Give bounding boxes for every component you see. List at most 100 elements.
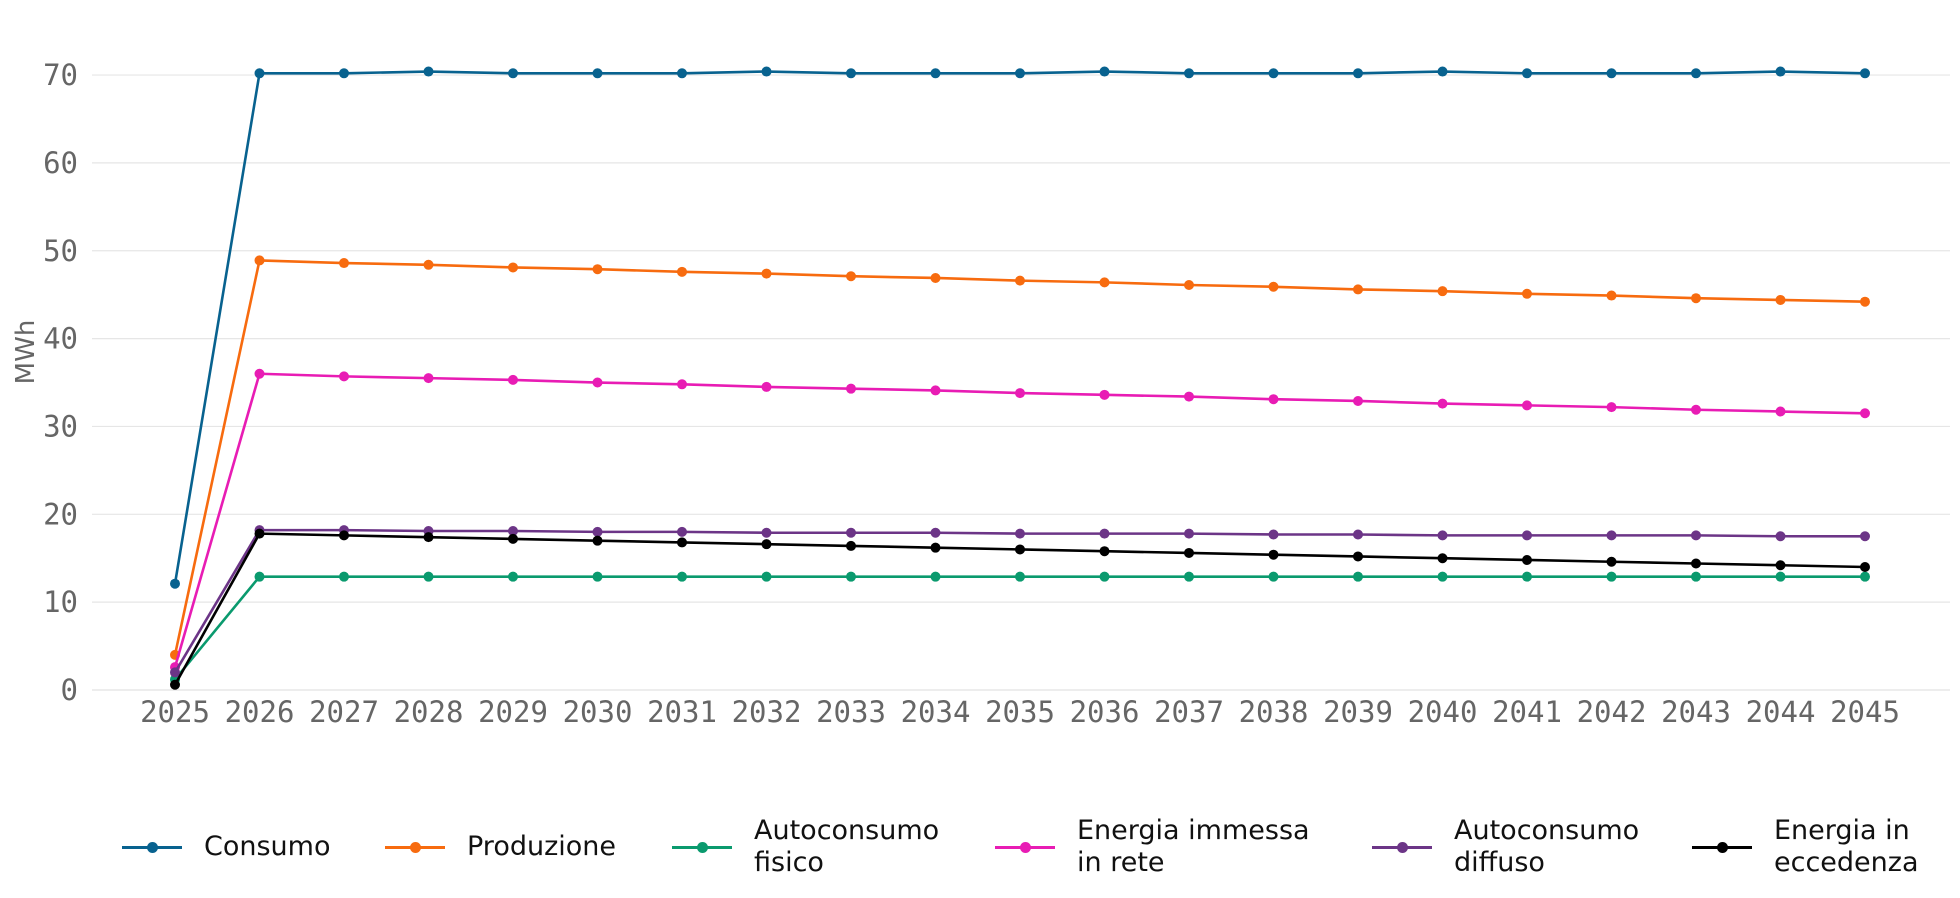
data-point <box>1353 68 1363 79</box>
legend-label: Consumo <box>204 831 331 862</box>
y-tick-label: 20 <box>43 497 78 531</box>
data-point <box>254 68 265 79</box>
legend-label: Autoconsumo fisico <box>754 815 940 878</box>
legend-swatch <box>385 837 445 857</box>
x-tick-label: 2041 <box>1492 695 1562 729</box>
x-tick-label: 2045 <box>1830 695 1900 729</box>
data-point <box>1268 549 1279 560</box>
x-tick-label: 2042 <box>1577 695 1647 729</box>
data-point <box>1522 288 1532 299</box>
data-point <box>1691 530 1701 541</box>
data-point <box>1860 531 1870 542</box>
y-tick-label: 10 <box>43 585 78 619</box>
data-point <box>761 66 772 77</box>
data-point <box>508 374 518 385</box>
data-point <box>1775 66 1786 77</box>
x-tick-label: 2031 <box>647 695 717 729</box>
data-point <box>1437 571 1448 582</box>
x-tick-label: 2043 <box>1661 695 1731 729</box>
data-point <box>1522 554 1532 565</box>
data-point <box>254 255 265 266</box>
data-point <box>1437 553 1448 564</box>
data-point <box>761 527 772 538</box>
data-point <box>846 68 856 79</box>
data-point <box>423 66 434 77</box>
data-point <box>1268 394 1279 405</box>
data-point <box>1860 408 1870 419</box>
data-point <box>930 527 941 538</box>
data-point <box>1775 406 1786 417</box>
data-point <box>170 667 180 678</box>
data-point <box>339 258 349 269</box>
x-tick-label: 2037 <box>1154 695 1224 729</box>
data-point <box>592 68 603 79</box>
data-point <box>677 266 687 277</box>
data-point <box>1353 284 1363 295</box>
data-point <box>423 373 434 384</box>
data-point <box>254 528 265 539</box>
data-point <box>339 68 349 79</box>
x-tick-label: 2039 <box>1323 695 1393 729</box>
data-point <box>1353 529 1363 540</box>
data-point <box>1522 571 1532 582</box>
data-point <box>508 533 518 544</box>
data-point <box>761 268 772 279</box>
data-point <box>1775 560 1786 571</box>
y-tick-label: 30 <box>43 409 78 443</box>
y-tick-label: 0 <box>61 673 78 707</box>
x-tick-label: 2033 <box>816 695 886 729</box>
data-point <box>592 264 603 275</box>
series-line <box>173 532 1866 686</box>
data-point <box>1606 290 1617 301</box>
data-point <box>1099 546 1110 557</box>
data-point <box>930 68 941 79</box>
data-point <box>1691 293 1701 304</box>
data-point <box>1860 562 1870 573</box>
data-point <box>1691 571 1701 582</box>
data-point <box>1184 280 1194 291</box>
series-line <box>173 575 1865 681</box>
data-point <box>254 571 265 582</box>
data-point <box>1015 528 1025 539</box>
x-tick-label: 2030 <box>563 695 633 729</box>
legend-item: Energia immessa in rete <box>995 812 1310 882</box>
legend-item: Autoconsumo diffuso <box>1372 812 1639 882</box>
data-point <box>1268 529 1279 540</box>
data-point <box>677 379 687 390</box>
data-point <box>1184 571 1194 582</box>
data-point <box>677 68 687 79</box>
data-point <box>1184 547 1194 558</box>
data-point <box>1184 68 1194 79</box>
data-point <box>1860 296 1870 307</box>
data-point <box>1015 275 1025 286</box>
data-point <box>761 571 772 582</box>
data-point <box>423 259 434 270</box>
data-point <box>508 262 518 273</box>
y-tick-label: 60 <box>43 146 78 180</box>
legend-item: Consumo <box>122 812 330 882</box>
data-point <box>1015 68 1025 79</box>
data-point <box>1437 530 1448 541</box>
y-tick-label: 70 <box>43 58 78 92</box>
data-point <box>1606 556 1617 567</box>
legend-swatch <box>1372 837 1432 857</box>
data-point <box>1775 571 1786 582</box>
data-point <box>254 368 265 379</box>
series-line <box>173 70 1866 584</box>
legend-swatch <box>1692 837 1752 857</box>
y-tick-label: 40 <box>43 322 78 356</box>
data-point <box>1353 571 1363 582</box>
data-point <box>592 526 603 537</box>
data-point <box>1353 551 1363 562</box>
data-point <box>846 383 856 394</box>
data-point <box>1015 388 1025 399</box>
data-point <box>423 532 434 543</box>
data-point <box>846 571 856 582</box>
data-point <box>846 540 856 551</box>
data-point <box>592 571 603 582</box>
data-point <box>846 527 856 538</box>
data-point <box>1437 398 1448 409</box>
y-axis-ticks: 0 10 20 30 40 50 60 70 <box>43 58 78 707</box>
data-point <box>1522 68 1532 79</box>
